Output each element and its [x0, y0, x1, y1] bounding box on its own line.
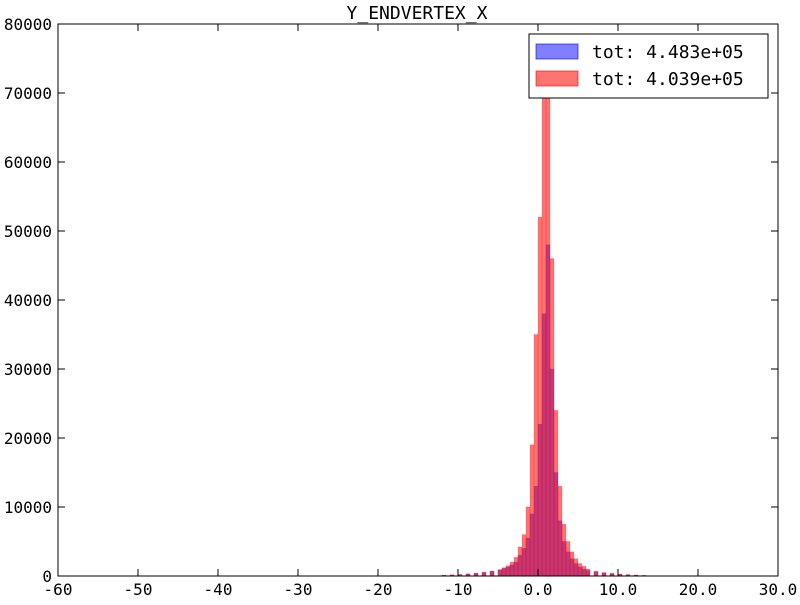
legend: tot: 4.483e+05 tot: 4.039e+05 — [528, 33, 769, 99]
bar-series-2-bin-25 — [565, 541, 571, 577]
plot-frame — [57, 23, 779, 577]
x-tick-label-3: -40 — [204, 580, 233, 599]
bar-series-2-bin-14 — [521, 534, 527, 577]
legend-label-series-1: tot: 4.483e+05 — [592, 42, 744, 63]
y-tick-label-8: 70000 — [4, 84, 52, 103]
y-tick-label-2: 10000 — [4, 498, 52, 517]
bar-series-2-bin-10 — [505, 565, 511, 577]
bar-series-2-bin-18 — [537, 216, 543, 577]
legend-swatch-series-2 — [535, 70, 579, 87]
x-tick-label-10: 30.0 — [759, 580, 798, 599]
bar-series-2-bin-27 — [573, 558, 579, 577]
y-tick-label-1: 0 — [42, 567, 52, 586]
bar-series-2-bin-24 — [561, 524, 567, 577]
x-tick-label-1: -60 — [44, 580, 73, 599]
bar-series-2-bin-31 — [593, 570, 599, 577]
bar-series-2-bin-8 — [497, 569, 503, 577]
bar-series-2-bin-11 — [509, 561, 515, 577]
bar-series-2-bin-15 — [525, 506, 531, 577]
bar-series-2-bin-28 — [577, 563, 583, 577]
bar-series-2-bin-29 — [581, 566, 587, 577]
bar-series-2-bin-9 — [501, 567, 507, 577]
x-tick-label-5: -20 — [364, 580, 393, 599]
x-tick-label-9: 20.0 — [679, 580, 718, 599]
y-tick-label-4: 30000 — [4, 360, 52, 379]
x-tick-label-2: -50 — [124, 580, 153, 599]
y-tick-label-6: 50000 — [4, 222, 52, 241]
bar-series-2-bin-32 — [601, 572, 607, 577]
bar-series-2-bin-6 — [481, 571, 487, 577]
bar-series-2-bin-17 — [533, 334, 539, 577]
y-tick-label-5: 40000 — [4, 291, 52, 310]
chart-title: Y_ENDVERTEX_X — [347, 3, 488, 24]
x-tick-label-6: -10 — [444, 580, 473, 599]
x-tick-label-7: 0.0 — [524, 580, 553, 599]
bar-series-2-bin-16 — [529, 444, 535, 577]
bar-series-2-bin-19 — [541, 65, 547, 577]
bar-series-2-bin-13 — [517, 546, 523, 577]
bars-layer — [441, 65, 647, 577]
x-tick-label-4: -30 — [284, 580, 313, 599]
y-tick-label-3: 20000 — [4, 429, 52, 448]
y-tick-label-9: 80000 — [4, 15, 52, 34]
y-tick-label-7: 60000 — [4, 153, 52, 172]
bar-series-2-bin-30 — [585, 568, 591, 577]
bar-series-2-bin-23 — [557, 486, 563, 577]
x-tick-label-8: 10.0 — [599, 580, 638, 599]
legend-swatch-series-1 — [535, 43, 579, 60]
ticks-layer: -60 -50 -40 -30 -20 -10 0.0 10.0 20.0 30.0 0 10000 2… — [4, 15, 797, 599]
bar-series-2-bin-26 — [569, 551, 575, 577]
bar-series-2-bin-20 — [545, 92, 551, 577]
bar-series-2-bin-12 — [513, 557, 519, 577]
bar-series-2-bin-21 — [549, 258, 555, 577]
bar-series-2-bin-22 — [553, 410, 559, 577]
legend-label-series-2: tot: 4.039e+05 — [592, 69, 744, 90]
bar-series-2-bin-7 — [489, 570, 495, 577]
